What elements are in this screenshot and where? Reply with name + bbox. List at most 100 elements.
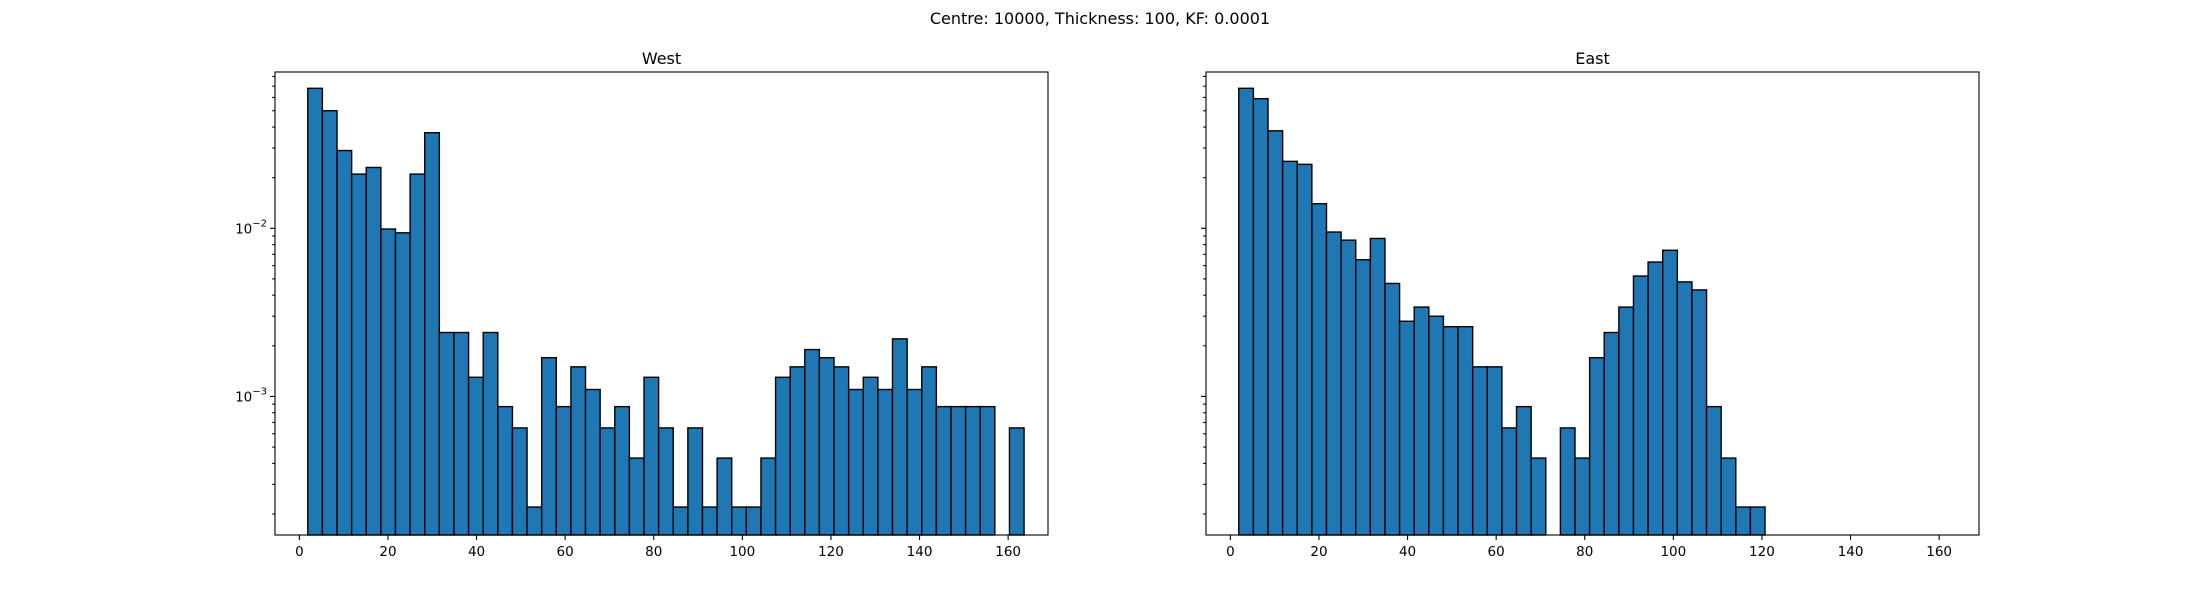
histogram-bar	[409, 173, 426, 536]
x-tick-label: 120	[1749, 544, 1775, 560]
histogram-bar	[380, 228, 397, 536]
x-tick-label: 100	[1660, 544, 1686, 560]
histogram-bar	[1369, 237, 1386, 536]
histogram-bar	[818, 356, 835, 536]
histogram-bar	[1515, 405, 1532, 536]
histogram-bar	[424, 132, 441, 536]
x-tick-label: 80	[1576, 544, 1593, 560]
histogram-bar	[1647, 261, 1664, 536]
histogram-bar	[643, 376, 660, 536]
histogram-bar	[526, 506, 543, 536]
y-axis-ticks: 10−210 −3	[235, 75, 275, 515]
histogram-bar	[365, 166, 382, 536]
histogram-bar	[1355, 259, 1372, 536]
histogram-bar	[804, 348, 821, 536]
histogram-bar	[1457, 325, 1474, 536]
y-tick-exponent: −3	[252, 386, 267, 397]
histogram-bar	[847, 388, 864, 536]
histogram-bar	[555, 405, 572, 536]
histogram-bar	[701, 506, 718, 536]
histogram-bar	[438, 331, 455, 536]
subplot-title: East	[1575, 49, 1610, 68]
subplot-west: West 0 20 40 60 80 100 120 140 160 10−210−3	[235, 49, 1049, 560]
figure-suptitle: Centre: 10000, Thickness: 100, KF: 0.000…	[930, 9, 1270, 28]
histogram-bar	[599, 427, 616, 536]
x-tick-label: 120	[818, 544, 844, 560]
bars-group	[1238, 87, 1766, 536]
histogram-bar	[862, 376, 879, 536]
histogram-bar	[453, 331, 470, 536]
histogram-bar	[1486, 366, 1503, 536]
histogram-bar	[891, 338, 908, 536]
histogram-bar	[394, 232, 411, 536]
histogram-bar	[921, 366, 938, 536]
axes-frame	[274, 71, 1049, 536]
y-tick-base: 10	[235, 221, 252, 237]
histogram-bar	[321, 110, 338, 536]
x-tick-label: 140	[907, 544, 933, 560]
histogram-bar	[1340, 239, 1357, 536]
histogram-bar	[789, 366, 806, 536]
histogram-bar	[1281, 160, 1298, 536]
histogram-bar	[833, 366, 850, 536]
histogram-bar	[1574, 457, 1591, 536]
histogram-bar	[1267, 130, 1284, 536]
x-tick-label: 140	[1838, 544, 1864, 560]
histogram-bar	[540, 356, 557, 536]
histogram-bar	[497, 405, 514, 536]
y-tick-label: 10−2	[235, 218, 267, 237]
x-tick-label: 40	[468, 544, 485, 560]
x-axis-ticks: 0 20 40 60 80 100 120 140 160	[295, 535, 1021, 560]
histogram-bar	[1676, 281, 1693, 536]
histogram-bar	[1398, 320, 1415, 536]
histogram-bar	[1618, 306, 1635, 536]
histogram-bar	[1238, 87, 1255, 536]
histogram-bar	[1691, 289, 1708, 536]
histogram-bar	[307, 87, 324, 536]
x-tick-label: 160	[1926, 544, 1952, 560]
x-tick-label: 40	[1399, 544, 1416, 560]
x-tick-label: 100	[729, 544, 755, 560]
histogram-bar	[935, 405, 952, 536]
axes-frame	[1205, 71, 1980, 536]
histogram-bar	[979, 405, 996, 536]
x-tick-label: 60	[1488, 544, 1505, 560]
histogram-bar	[950, 405, 967, 536]
histogram-bar	[1471, 366, 1488, 536]
y-tick-exponent: −2	[252, 218, 267, 229]
histogram-bar	[774, 376, 791, 536]
subplot-title: West	[642, 49, 681, 68]
histogram-bar	[1559, 427, 1576, 536]
subplot-east: East 0 20 40 60 80 100 120 140 160	[1201, 49, 1980, 560]
histogram-bar	[1311, 203, 1328, 536]
histogram-bar	[1603, 331, 1620, 536]
histogram-bar	[467, 376, 484, 536]
histogram-bar	[1325, 231, 1342, 536]
x-tick-label: 20	[1310, 544, 1327, 560]
histogram-bar	[657, 427, 674, 536]
histogram-bar	[1530, 457, 1547, 536]
x-tick-label: 60	[557, 544, 574, 560]
bars-group	[307, 87, 1025, 536]
x-tick-label: 0	[295, 544, 304, 560]
histogram-bar	[906, 388, 923, 536]
histogram-bar	[716, 457, 733, 536]
histogram-bar	[511, 427, 528, 536]
x-axis-ticks: 0 20 40 60 80 100 120 140 160	[1226, 535, 1952, 560]
histogram-bar	[1588, 356, 1605, 536]
histogram-bar	[614, 405, 631, 536]
histogram-bar	[687, 427, 704, 536]
histogram-bar	[672, 506, 689, 536]
histogram-bar	[1296, 163, 1313, 536]
histogram-bar	[1662, 249, 1679, 536]
x-tick-label: 160	[995, 544, 1021, 560]
histogram-bar	[1428, 315, 1445, 536]
histogram-bar	[1384, 282, 1401, 536]
histogram-bar	[336, 149, 353, 536]
histogram-bar	[1252, 97, 1269, 536]
histogram-bar	[1008, 427, 1025, 536]
histogram-bar	[1442, 325, 1459, 536]
histogram-bar	[1705, 405, 1722, 536]
histogram-bar	[1749, 506, 1766, 536]
